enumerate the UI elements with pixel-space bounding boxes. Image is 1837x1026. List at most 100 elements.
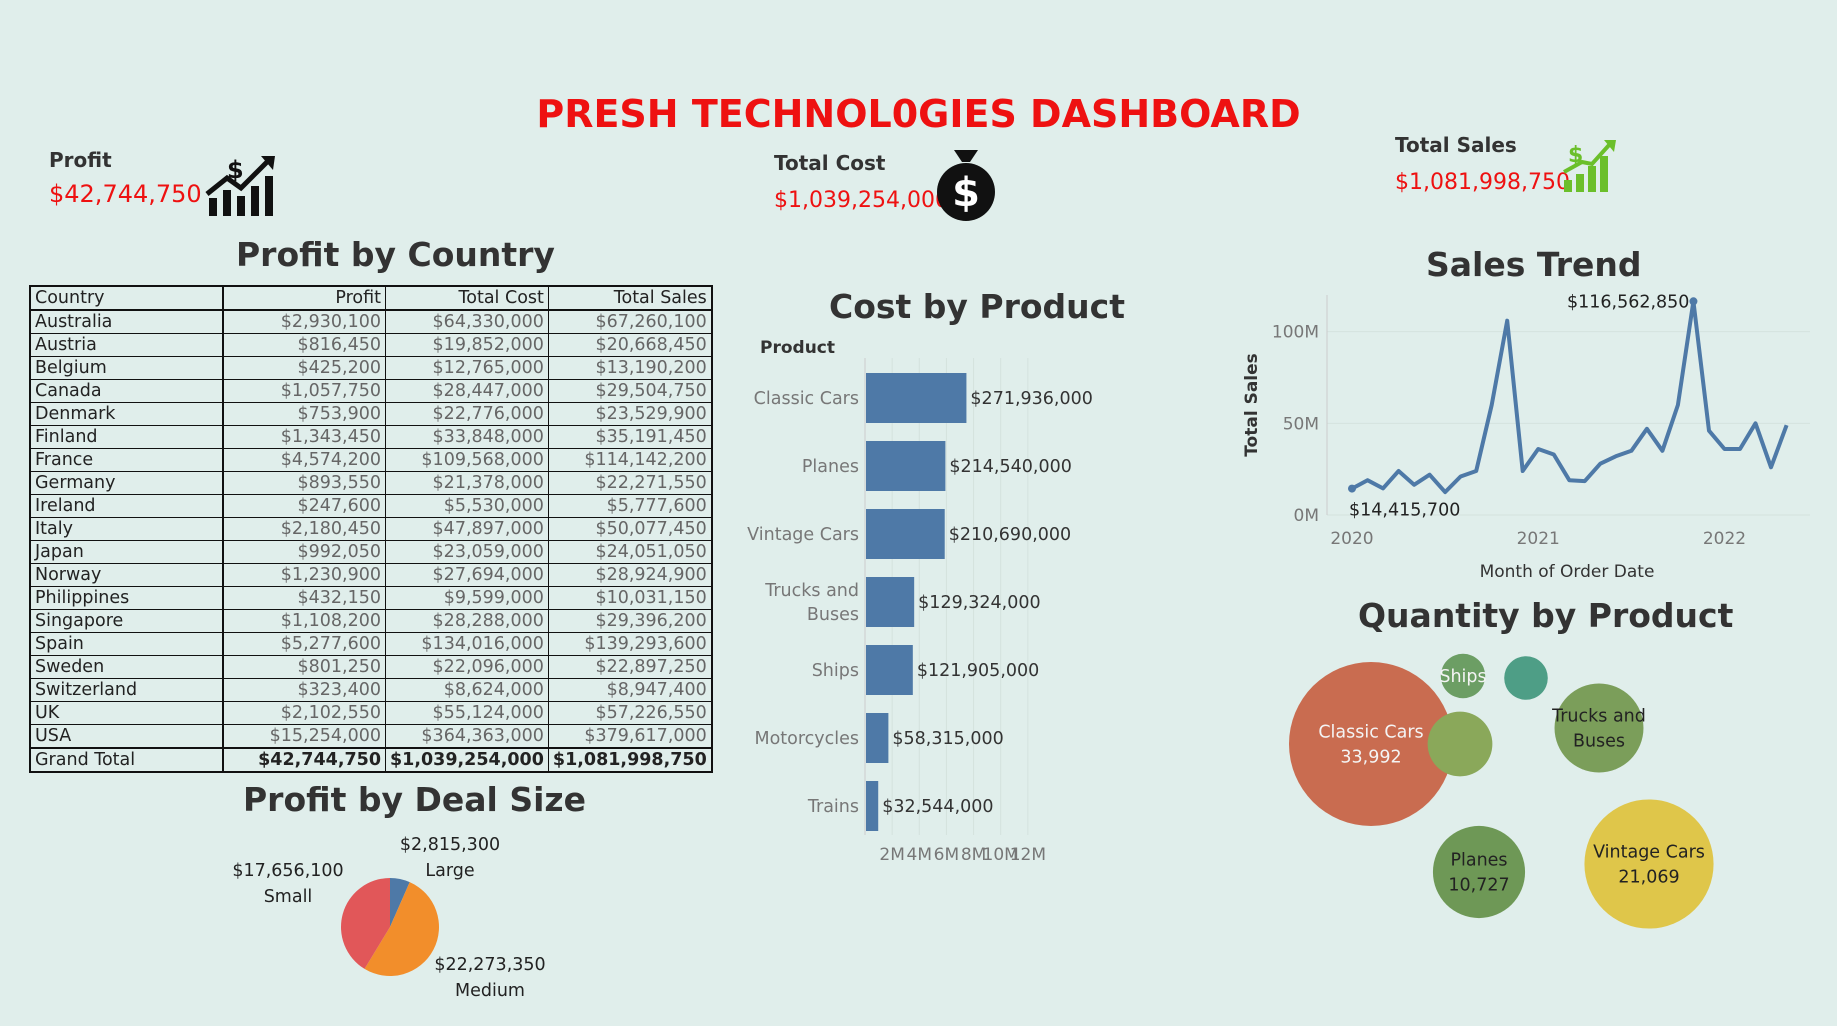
data-label-trucks-and-buses: $129,324,000	[918, 593, 1040, 613]
svg-text:$: $	[1568, 143, 1583, 168]
bar-motorcycles[interactable]	[866, 713, 889, 763]
profit-by-deal-size-chart: $2,815,300 Large $22,273,350 Medium $17,656,…	[232, 835, 545, 1001]
cell-total-sales: $23,529,900	[547, 402, 713, 426]
cell-total-sales: $114,142,200	[547, 448, 713, 472]
cell-country: Belgium	[29, 356, 224, 380]
cell-total-sales: $28,924,900	[547, 563, 713, 587]
annotation-point[interactable]	[1348, 484, 1356, 493]
data-label-trains: $32,544,000	[882, 797, 993, 817]
bubble-label-planes: Planes	[1450, 851, 1507, 871]
data-label-classic-cars: $271,936,000	[970, 389, 1092, 409]
bubble-ships[interactable]	[1440, 653, 1486, 699]
table-row: Spain $5,277,600 $134,016,000 $139,293,600	[29, 632, 713, 656]
table-row: Sweden $801,250 $22,096,000 $22,897,250	[29, 655, 713, 679]
cell-total-cost: $47,897,000	[385, 517, 549, 541]
y-axis-title: Total Sales	[1242, 353, 1262, 457]
cell-country: Italy	[29, 517, 224, 541]
bar-vintage-cars[interactable]	[866, 509, 945, 559]
cell-profit: $323,400	[222, 678, 386, 702]
table-row: Switzerland $323,400 $8,624,000 $8,947,400	[29, 678, 713, 702]
pie-category-label-small: Small	[264, 887, 313, 907]
sales-trend-title: Sales Trend	[1426, 245, 1642, 284]
kpi-total-cost-label: Total Cost	[774, 151, 886, 175]
bubble-unlabeled-2[interactable]	[1504, 656, 1548, 700]
bar-trains[interactable]	[866, 781, 879, 831]
cell-total-cost: $9,599,000	[385, 586, 549, 610]
table-row: Philippines $432,150 $9,599,000 $10,031,150	[29, 586, 713, 610]
cell-country: Sweden	[29, 655, 224, 679]
cell-total-cost: $5,530,000	[385, 494, 549, 518]
bubble-label-planes: 10,727	[1448, 876, 1509, 896]
bubble-trucks-and-buses[interactable]	[1554, 683, 1644, 773]
data-label-planes: $214,540,000	[949, 457, 1071, 477]
cell-country: Germany	[29, 471, 224, 495]
bubble-vintage-cars[interactable]	[1584, 799, 1714, 929]
pie-slice-medium[interactable]	[364, 882, 439, 976]
x-tick-label: 4M	[907, 845, 932, 865]
column-header-total-cost: Total Cost	[385, 285, 549, 311]
profit-by-country-title: Profit by Country	[236, 235, 555, 274]
cell-profit: $15,254,000	[222, 724, 386, 749]
table-row: Denmark $753,900 $22,776,000 $23,529,900	[29, 402, 713, 426]
cell-country: Philippines	[29, 586, 224, 610]
y-tick-label: 50M	[1283, 414, 1319, 434]
cell-total-cost: $23,059,000	[385, 540, 549, 564]
annotation-label: $116,562,850	[1567, 292, 1689, 312]
bubble-label-vintage-cars: Vintage Cars	[1593, 843, 1705, 863]
bar-ships[interactable]	[866, 645, 913, 695]
bar-trucks-and-buses[interactable]	[866, 577, 915, 627]
profit-by-country-table: Country Profit Total Cost Total Sales Au…	[29, 285, 713, 773]
bar-planes[interactable]	[866, 441, 946, 491]
bubble-unlabeled-3[interactable]	[1427, 711, 1493, 777]
cell-profit: $753,900	[222, 402, 386, 426]
pie-category-label-medium: Medium	[455, 981, 525, 1001]
category-label-motorcycles: Motorcycles	[754, 729, 859, 749]
cell-profit: $432,150	[222, 586, 386, 610]
cell-profit: $1,230,900	[222, 563, 386, 587]
cell-total-sales: $22,271,550	[547, 471, 713, 495]
table-row: Germany $893,550 $21,378,000 $22,271,550	[29, 471, 713, 495]
pie-value-label-large: $2,815,300	[400, 835, 500, 855]
bubble-classic-cars[interactable]	[1289, 662, 1453, 826]
cell-country: Austria	[29, 333, 224, 357]
pie-slice-small[interactable]	[341, 878, 390, 969]
sales-trend-line[interactable]	[1351, 299, 1789, 495]
cell-total-sales: $57,226,550	[547, 701, 713, 725]
quantity-by-product-chart: Classic Cars 33,992 Ships Trucks and Buses Pl…	[1289, 653, 1714, 929]
cell-country: Norway	[29, 563, 224, 587]
cell-profit: $992,050	[222, 540, 386, 564]
profit-growth-icon: $	[205, 156, 275, 216]
pie-slice-large[interactable]	[390, 878, 410, 927]
pie-category-label-large: Large	[425, 861, 474, 881]
category-label-trucks-and-buses: Trucks and	[764, 581, 859, 601]
cell-profit: $2,180,450	[222, 517, 386, 541]
money-bag-icon: $	[937, 150, 995, 221]
annotation-point[interactable]	[1689, 297, 1698, 306]
pie-value-label-medium: $22,273,350	[434, 955, 545, 975]
table-row: USA $15,254,000 $364,363,000 $379,617,000	[29, 724, 713, 749]
sales-growth-icon: $	[1563, 140, 1616, 192]
cell-country: Ireland	[29, 494, 224, 518]
table-body: Australia $2,930,100 $64,330,000 $67,260,10…	[29, 309, 713, 773]
kpi-profit-value: $42,744,750	[49, 180, 202, 208]
y-tick-label: 0M	[1294, 506, 1319, 526]
cell-country: Denmark	[29, 402, 224, 426]
table-total-row: Grand Total $42,744,750 $1,039,254,000 $1,0…	[29, 747, 713, 773]
total-total-cost: $1,039,254,000	[385, 747, 549, 773]
cell-country: Spain	[29, 632, 224, 656]
bubble-label-classic-cars: Classic Cars	[1318, 723, 1423, 743]
x-tick-label: 2021	[1517, 529, 1560, 549]
cell-total-cost: $55,124,000	[385, 701, 549, 725]
bubble-planes[interactable]	[1432, 825, 1526, 919]
column-header-total-sales: Total Sales	[547, 285, 713, 311]
bar-classic-cars[interactable]	[866, 373, 967, 423]
cell-profit: $1,108,200	[222, 609, 386, 633]
cell-total-sales: $29,396,200	[547, 609, 713, 633]
table-row: Italy $2,180,450 $47,897,000 $50,077,450	[29, 517, 713, 541]
cell-country: Canada	[29, 379, 224, 403]
table-row: UK $2,102,550 $55,124,000 $57,226,550	[29, 701, 713, 725]
x-axis-title: Month of Order Date	[1480, 562, 1655, 582]
cell-total-cost: $19,852,000	[385, 333, 549, 357]
x-tick-label: 6M	[934, 845, 959, 865]
bubble-label-trucks-and-buses: Buses	[1573, 732, 1625, 752]
